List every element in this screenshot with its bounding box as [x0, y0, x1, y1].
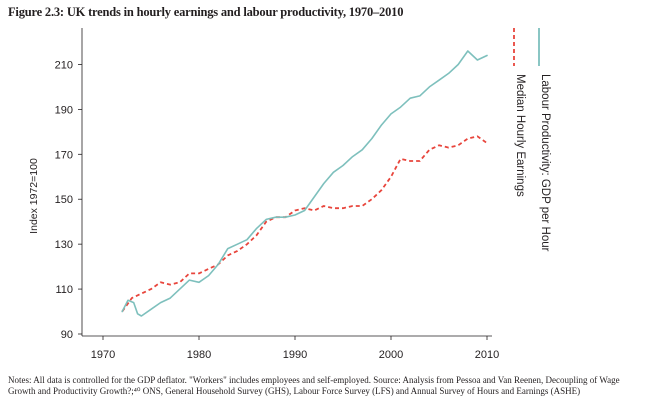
y-tick-label: 190 — [55, 104, 73, 116]
legend-label-labour-productivity: Labour Productivity: GDP per Hour — [539, 74, 551, 252]
y-tick-label: 150 — [55, 194, 73, 206]
axes — [81, 28, 492, 337]
y-axis-title: Index 1972=100 — [28, 158, 40, 234]
line-chart: 90 110 130 150 170 190 210 1970 1980 1990 2000 201… — [28, 28, 551, 361]
legend-entry-labour-productivity: Labour Productivity: GDP per Hour — [538, 28, 551, 252]
x-tick-label: 1980 — [187, 349, 211, 361]
legend: Labour Productivity: GDP per Hour Median … — [513, 28, 551, 252]
x-tick-label: 1990 — [283, 349, 307, 361]
x-tick-label: 2000 — [379, 349, 403, 361]
series-layer — [121, 50, 488, 317]
y-tick-label: 110 — [55, 284, 73, 296]
y-tick-label: 130 — [55, 239, 73, 251]
y-tick-label: 210 — [55, 59, 73, 71]
y-tick-label: 90 — [61, 329, 73, 341]
series-line-median-hourly-earnings — [121, 135, 488, 313]
chart-title: Figure 2.3: UK trends in hourly earnings… — [8, 5, 404, 19]
y-tick-label: 170 — [55, 149, 73, 161]
legend-label-median-hourly-earnings: Median Hourly Earnings — [514, 74, 526, 197]
series-line-labour-productivity — [121, 50, 488, 317]
y-ticks: 90 110 130 150 170 190 210 — [55, 59, 82, 341]
chart-notes: Notes: All data is controlled for the GD… — [8, 375, 620, 396]
x-tick-label: 1970 — [91, 349, 115, 361]
x-tick-label: 2010 — [475, 349, 499, 361]
x-ticks: 1970 1980 1990 2000 2010 — [91, 336, 499, 361]
legend-entry-median-hourly-earnings: Median Hourly Earnings — [513, 28, 526, 197]
